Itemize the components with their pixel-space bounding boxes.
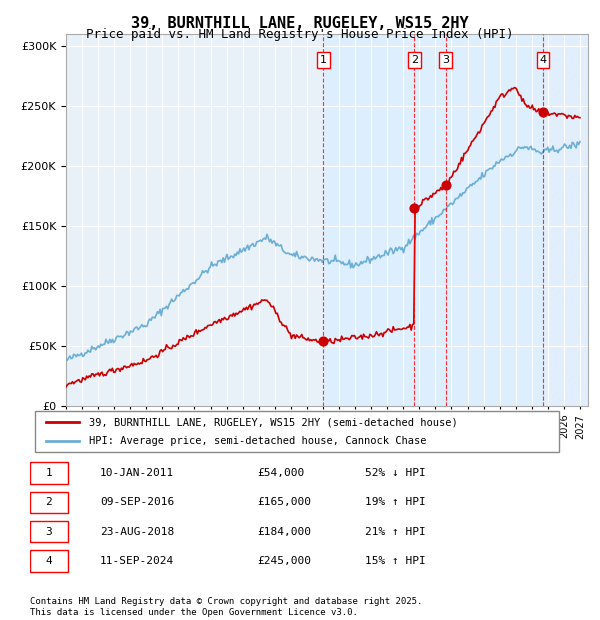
FancyBboxPatch shape	[30, 463, 68, 484]
Text: Contains HM Land Registry data © Crown copyright and database right 2025.: Contains HM Land Registry data © Crown c…	[30, 597, 422, 606]
Point	[319, 336, 328, 346]
Text: 10-JAN-2011: 10-JAN-2011	[100, 468, 175, 478]
Text: 52% ↓ HPI: 52% ↓ HPI	[365, 468, 425, 478]
FancyBboxPatch shape	[30, 492, 68, 513]
Text: £245,000: £245,000	[257, 556, 311, 566]
Text: HPI: Average price, semi-detached house, Cannock Chase: HPI: Average price, semi-detached house,…	[89, 436, 427, 446]
Text: This data is licensed under the Open Government Licence v3.0.: This data is licensed under the Open Gov…	[30, 608, 358, 617]
Bar	[323, 34, 543, 406]
Text: £165,000: £165,000	[257, 497, 311, 507]
Point	[441, 180, 451, 190]
Text: 4: 4	[539, 55, 547, 65]
Point	[410, 203, 419, 213]
Text: 15% ↑ HPI: 15% ↑ HPI	[365, 556, 425, 566]
Text: 09-SEP-2016: 09-SEP-2016	[100, 497, 175, 507]
Text: 3: 3	[46, 526, 52, 537]
Text: 19% ↑ HPI: 19% ↑ HPI	[365, 497, 425, 507]
Text: 3: 3	[442, 55, 449, 65]
Text: 39, BURNTHILL LANE, RUGELEY, WS15 2HY (semi-detached house): 39, BURNTHILL LANE, RUGELEY, WS15 2HY (s…	[89, 417, 458, 427]
Text: 2: 2	[411, 55, 418, 65]
Text: 1: 1	[320, 55, 327, 65]
Text: 2: 2	[46, 497, 52, 507]
Text: 39, BURNTHILL LANE, RUGELEY, WS15 2HY: 39, BURNTHILL LANE, RUGELEY, WS15 2HY	[131, 16, 469, 30]
Text: 11-SEP-2024: 11-SEP-2024	[100, 556, 175, 566]
Text: Price paid vs. HM Land Registry's House Price Index (HPI): Price paid vs. HM Land Registry's House …	[86, 28, 514, 41]
Text: 4: 4	[46, 556, 52, 566]
FancyBboxPatch shape	[30, 551, 68, 572]
Text: 21% ↑ HPI: 21% ↑ HPI	[365, 526, 425, 537]
Point	[538, 107, 548, 117]
FancyBboxPatch shape	[30, 521, 68, 542]
Text: £184,000: £184,000	[257, 526, 311, 537]
Text: £54,000: £54,000	[257, 468, 304, 478]
FancyBboxPatch shape	[35, 411, 559, 452]
Text: 1: 1	[46, 468, 52, 478]
Bar	[543, 34, 588, 406]
Text: 23-AUG-2018: 23-AUG-2018	[100, 526, 175, 537]
